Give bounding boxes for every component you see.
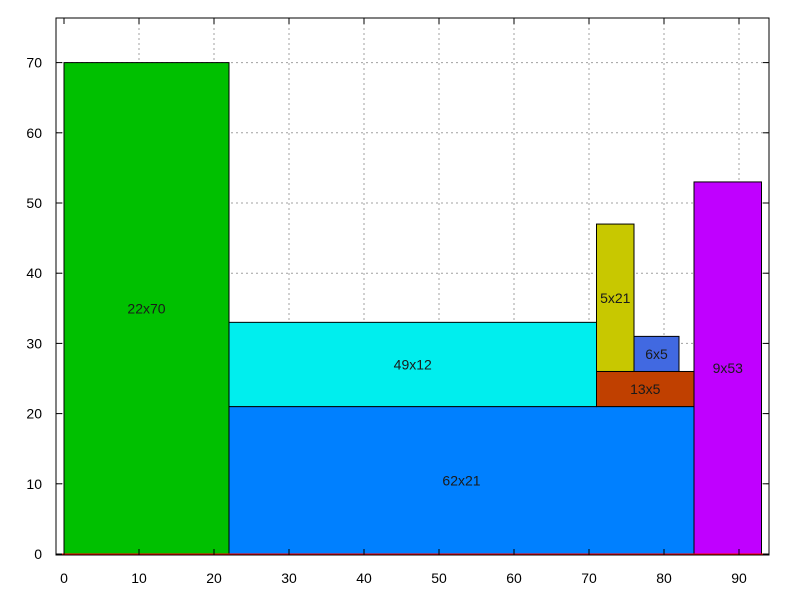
rect-6x5 xyxy=(633,335,680,372)
x-tick-label: 10 xyxy=(131,570,147,586)
y-tick-label: 20 xyxy=(26,406,42,422)
rect-9x53 xyxy=(693,181,762,555)
rect-label-22x70: 22x70 xyxy=(127,300,165,316)
rectangle-labels: 22x70 62x21 49x12 13x5 5x21 6x5 9x53 xyxy=(127,290,743,489)
y-tick-label: 70 xyxy=(26,55,42,71)
y-tick-label: 40 xyxy=(26,265,42,281)
rect-label-13x5: 13x5 xyxy=(630,381,661,397)
rect-label-62x21: 62x21 xyxy=(442,472,480,488)
x-tick-label: 90 xyxy=(731,570,747,586)
rect-5x21 xyxy=(596,223,635,372)
y-tick-label: 30 xyxy=(26,335,42,351)
rect-label-5x21: 5x21 xyxy=(600,290,631,306)
x-tick-label: 0 xyxy=(60,570,68,586)
x-tick-label: 30 xyxy=(281,570,297,586)
rect-label-6x5: 6x5 xyxy=(645,346,668,362)
rect-22x70 xyxy=(63,62,230,555)
x-tick-label: 20 xyxy=(206,570,222,586)
x-tick-label: 40 xyxy=(356,570,372,586)
rect-label-49x12: 49x12 xyxy=(394,356,432,372)
y-tick-label: 50 xyxy=(26,195,42,211)
x-tick-label: 60 xyxy=(506,570,522,586)
x-tick-label: 80 xyxy=(656,570,672,586)
y-tick-label: 10 xyxy=(26,476,42,492)
axis-ticks: 0 10 20 30 40 50 60 70 80 90 0 10 20 30 40 50 60 70 xyxy=(26,18,769,586)
x-tick-label: 70 xyxy=(581,570,597,586)
y-tick-label: 0 xyxy=(34,546,42,562)
rectangles xyxy=(63,62,762,555)
y-tick-label: 60 xyxy=(26,125,42,141)
x-tick-label: 50 xyxy=(431,570,447,586)
plot-frame xyxy=(55,17,770,556)
rect-label-9x53: 9x53 xyxy=(713,360,744,376)
